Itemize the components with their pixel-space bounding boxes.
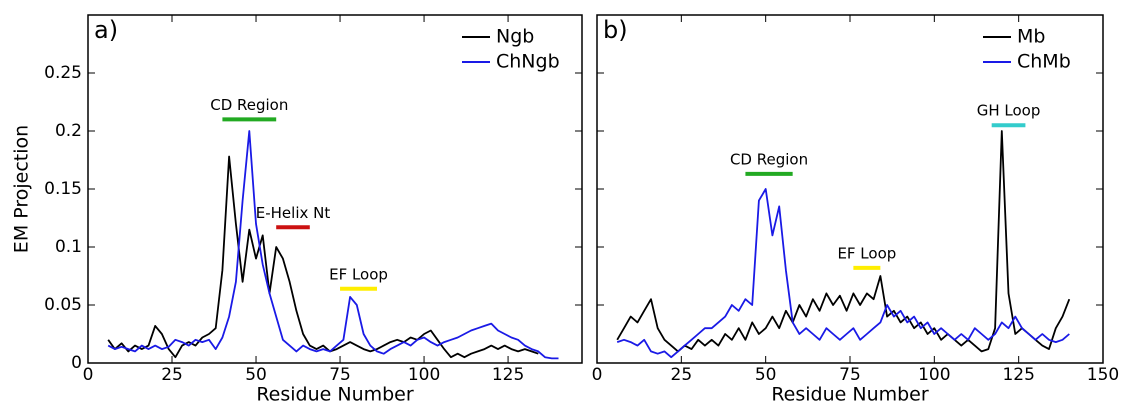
y-tick-label: 0 <box>71 353 82 373</box>
x-tick-label: 75 <box>329 365 351 385</box>
legend-label: ChNgb <box>496 51 560 73</box>
x-tick-label: 100 <box>918 365 950 385</box>
series-line <box>107 130 559 360</box>
x-tick-label: 0 <box>592 365 603 385</box>
y-axis-label: EM Projection <box>11 125 33 253</box>
x-tick-label: 25 <box>161 365 183 385</box>
annotation-label: GH Loop <box>977 102 1041 120</box>
plot-frame <box>596 14 1104 364</box>
x-tick-label: 125 <box>492 365 524 385</box>
x-tick-label: 125 <box>1002 365 1034 385</box>
panel-label: a) <box>94 16 118 44</box>
annotation-label: CD Region <box>210 96 288 114</box>
series-line <box>616 188 1070 359</box>
panel-label: b) <box>603 16 628 44</box>
y-tick-label: 0.2 <box>55 121 82 141</box>
annotation-label: EF Loop <box>329 265 388 283</box>
series-line <box>107 155 539 359</box>
legend-label: Ngb <box>496 26 534 48</box>
plot-frame <box>87 14 583 364</box>
legend-label: Mb <box>1017 26 1045 48</box>
x-tick-label: 0 <box>83 365 94 385</box>
annotation-label: EF Loop <box>837 244 896 262</box>
x-tick-label: 50 <box>245 365 267 385</box>
x-tick-label: 150 <box>1087 365 1119 385</box>
x-tick-label: 25 <box>671 365 693 385</box>
x-axis-label: Residue Number <box>771 384 929 406</box>
x-tick-label: 50 <box>755 365 777 385</box>
legend-label: ChMb <box>1017 51 1071 73</box>
x-tick-label: 75 <box>839 365 861 385</box>
y-tick-label: 0.05 <box>44 295 82 315</box>
x-tick-label: 100 <box>408 365 440 385</box>
annotation-label: E-Helix Nt <box>256 204 331 222</box>
y-tick-label: 0.15 <box>44 179 82 199</box>
y-tick-label: 0.25 <box>44 63 82 83</box>
y-tick-label: 0.1 <box>55 237 82 257</box>
annotation-label: CD Region <box>730 150 808 168</box>
x-axis-label: Residue Number <box>256 384 414 406</box>
series-line <box>616 130 1071 353</box>
